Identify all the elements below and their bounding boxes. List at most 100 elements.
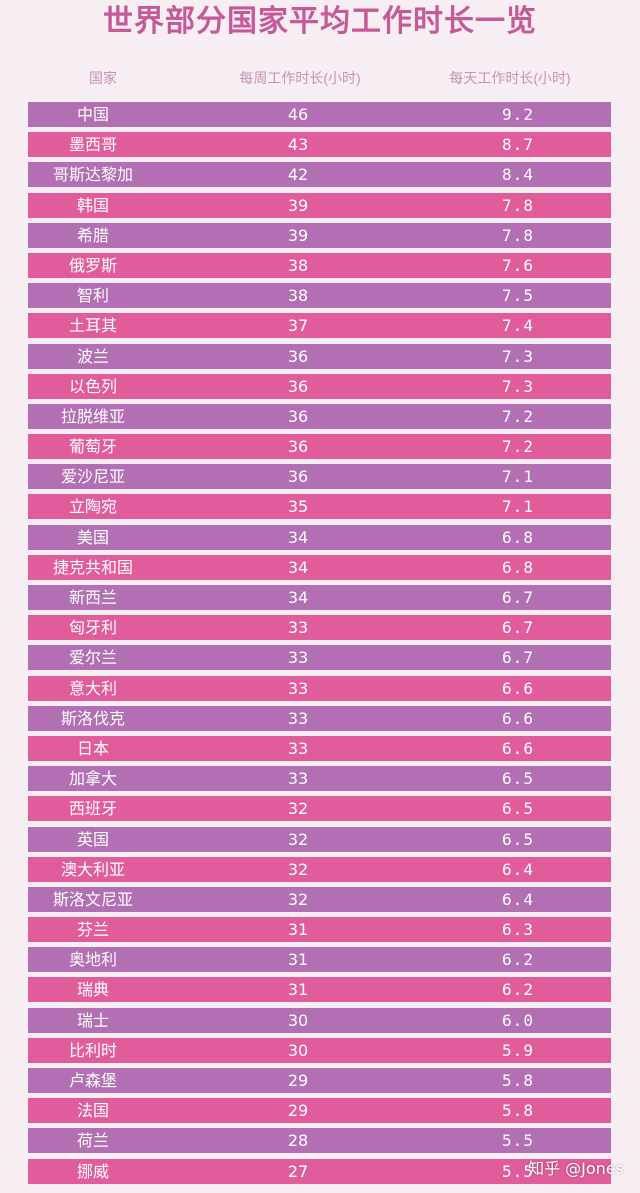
daily-hours-cell: 7.6 [502, 255, 534, 275]
table-row: 加拿大 33 6.5 [28, 766, 611, 792]
weekly-hours-cell: 31 [287, 920, 309, 940]
daily-hours-cell: 8.4 [502, 165, 534, 185]
country-cell: 波兰 [76, 346, 109, 366]
country-cell: 新西兰 [68, 588, 117, 607]
daily-hours-cell: 5.9 [502, 1040, 534, 1060]
table-row: 哥斯达黎加 42 8.4 [28, 162, 611, 188]
country-cell: 法国 [76, 1101, 109, 1121]
weekly-hours-cell: 46 [287, 105, 309, 124]
country-cell: 立陶宛 [68, 497, 117, 517]
daily-hours-cell: 6.8 [502, 527, 534, 547]
table-row: 葡萄牙 36 7.2 [28, 434, 611, 460]
country-cell: 土耳其 [68, 316, 117, 336]
table-row: 爱尔兰 33 6.7 [28, 645, 611, 671]
table-row: 以色列 36 7.3 [28, 373, 611, 399]
daily-hours-cell: 6.4 [502, 859, 534, 879]
daily-hours-cell: 7.3 [502, 376, 534, 396]
table-row: 希腊 39 7.8 [28, 222, 611, 248]
country-cell: 智利 [76, 286, 109, 306]
daily-hours-cell: 7.1 [502, 497, 534, 517]
daily-hours-cell: 6.7 [502, 648, 534, 668]
table-row: 澳大利亚 32 6.4 [28, 856, 611, 882]
table-row: 瑞士 30 6.0 [28, 1007, 611, 1033]
watermark: 知乎 @Jones [528, 1159, 624, 1178]
data-table: 中国 46 9.2 墨西哥 43 8.7 哥斯达黎加 42 8.4 韩国 39 7.8 希腊 39 7.8 俄… [28, 102, 611, 1189]
table-row: 韩国 39 7.8 [28, 192, 611, 218]
country-cell: 匈牙利 [68, 618, 117, 638]
weekly-hours-cell: 34 [287, 557, 309, 577]
daily-hours-cell: 6.5 [502, 829, 534, 849]
table-row: 爱沙尼亚 36 7.1 [28, 464, 611, 490]
daily-hours-cell: 6.3 [502, 920, 534, 940]
weekly-hours-cell: 32 [287, 889, 309, 909]
daily-hours-cell: 6.6 [502, 678, 534, 698]
table-row: 美国 34 6.8 [28, 524, 611, 550]
daily-hours-cell: 5.8 [502, 1101, 534, 1121]
daily-hours-cell: 7.8 [502, 195, 534, 215]
country-cell: 西班牙 [68, 799, 117, 819]
daily-hours-cell: 6.5 [502, 799, 534, 819]
weekly-hours-cell: 38 [287, 255, 309, 275]
table-row: 俄罗斯 38 7.6 [28, 252, 611, 278]
country-cell: 俄罗斯 [68, 255, 117, 275]
country-cell: 拉脱维亚 [60, 406, 125, 426]
weekly-hours-cell: 43 [287, 135, 309, 155]
country-cell: 捷克共和国 [52, 557, 133, 577]
table-row: 意大利 33 6.6 [28, 675, 611, 701]
table-row: 奥地利 31 6.2 [28, 947, 611, 973]
table-row: 比利时 30 5.9 [28, 1037, 611, 1063]
daily-hours-cell: 6.6 [502, 708, 534, 728]
country-cell: 比利时 [68, 1040, 117, 1060]
weekly-hours-cell: 36 [287, 346, 309, 366]
daily-hours-cell: 6.4 [502, 889, 534, 909]
country-cell: 加拿大 [68, 769, 117, 789]
table-row: 日本 33 6.6 [28, 735, 611, 761]
daily-hours-cell: 8.7 [502, 135, 534, 155]
table-row: 墨西哥 43 8.7 [28, 132, 611, 158]
daily-hours-cell: 7.5 [502, 286, 534, 306]
weekly-hours-cell: 34 [287, 588, 309, 607]
weekly-hours-cell: 29 [287, 1101, 309, 1121]
table-row: 新西兰 34 6.7 [28, 585, 611, 610]
weekly-hours-cell: 33 [287, 678, 309, 698]
daily-hours-cell: 6.2 [502, 980, 534, 1000]
weekly-hours-cell: 33 [287, 769, 309, 789]
column-header-country: 国家 [89, 70, 117, 86]
weekly-hours-cell: 32 [287, 829, 309, 849]
weekly-hours-cell: 35 [287, 497, 309, 517]
table-row: 智利 38 7.5 [28, 283, 611, 309]
country-cell: 英国 [76, 829, 109, 849]
daily-hours-cell: 6.0 [502, 1010, 534, 1030]
weekly-hours-cell: 36 [287, 437, 309, 457]
table-row: 芬兰 31 6.3 [28, 917, 611, 943]
country-cell: 爱沙尼亚 [60, 467, 125, 487]
column-header-weekly-hours: 每周工作时长(小时) [239, 70, 361, 86]
country-cell: 卢森堡 [68, 1071, 117, 1090]
table-row: 法国 29 5.8 [28, 1098, 611, 1124]
country-cell: 中国 [76, 105, 109, 124]
daily-hours-cell: 6.7 [502, 618, 534, 638]
column-header-daily-hours: 每天工作时长(小时) [449, 70, 571, 86]
weekly-hours-cell: 33 [287, 648, 309, 668]
country-cell: 澳大利亚 [60, 859, 125, 879]
daily-hours-cell: 6.5 [502, 769, 534, 789]
weekly-hours-cell: 39 [287, 195, 309, 215]
daily-hours-cell: 7.4 [502, 316, 534, 336]
daily-hours-cell: 7.2 [502, 437, 534, 457]
country-cell: 以色列 [68, 376, 117, 396]
weekly-hours-cell: 29 [287, 1071, 309, 1090]
weekly-hours-cell: 33 [287, 708, 309, 728]
daily-hours-cell: 5.5 [502, 1161, 534, 1181]
table-row: 立陶宛 35 7.1 [28, 494, 611, 520]
daily-hours-cell: 6.8 [502, 557, 534, 577]
country-cell: 美国 [76, 527, 109, 547]
country-cell: 斯洛文尼亚 [52, 889, 133, 909]
daily-hours-cell: 5.5 [502, 1131, 534, 1151]
country-cell: 荷兰 [76, 1131, 109, 1151]
table-row: 瑞典 31 6.2 [28, 977, 611, 1003]
table-row: 卢森堡 29 5.8 [28, 1068, 611, 1093]
table-row: 荷兰 28 5.5 [28, 1128, 611, 1154]
table-row: 英国 32 6.5 [28, 826, 611, 852]
daily-hours-cell: 5.8 [502, 1071, 534, 1090]
weekly-hours-cell: 34 [287, 527, 309, 547]
